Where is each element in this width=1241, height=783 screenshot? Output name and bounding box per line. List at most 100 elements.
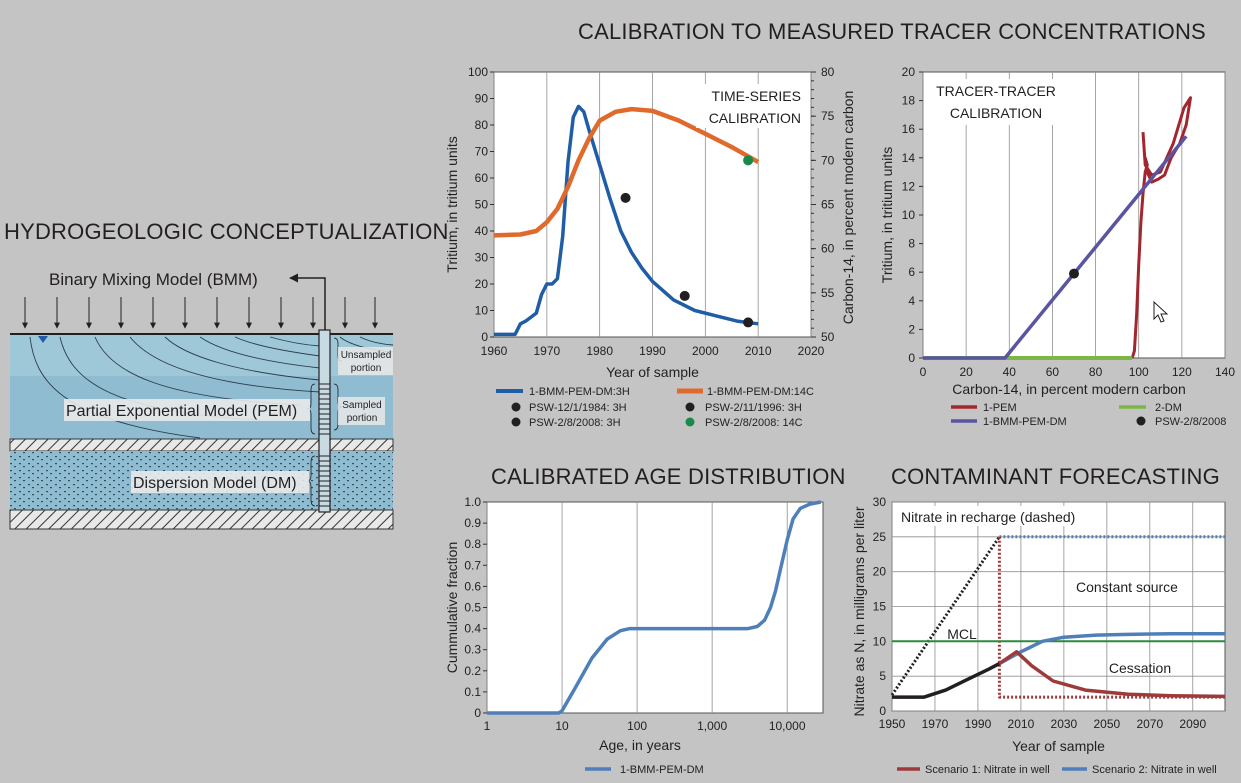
age-ytick-label: 0.2: [464, 664, 481, 678]
tt-xlabel: Carbon-14, in percent modern carbon: [952, 381, 1185, 397]
ts-legend-marker: [511, 402, 521, 412]
tt-annotation-line1: TRACER-TRACER: [936, 83, 1056, 99]
ts-ytick-label: 0: [481, 330, 488, 344]
fc-xtick-label: 2030: [1051, 717, 1078, 731]
age-ytick-label: 0: [474, 706, 481, 720]
ts-ytick-label: 10: [475, 304, 489, 318]
fc-ylabel: Nitrate as N, in milligrams per liter: [851, 506, 867, 716]
fc-legend-label: Scenario 2: Nitrate in well: [1092, 764, 1217, 776]
ts-legend-marker: [685, 402, 695, 412]
tt-ytick-label: 18: [902, 94, 916, 108]
ts-xlabel: Year of sample: [606, 364, 699, 380]
fc-annotation: Nitrate in recharge (dashed): [901, 509, 1075, 525]
ts-sample-point: [620, 192, 631, 203]
tt-xtick-label: 0: [920, 365, 927, 379]
tt-xtick-label: 20: [959, 365, 973, 379]
ts-y2tick-label: 70: [821, 153, 835, 167]
tt-legend-label: 2-DM: [1155, 402, 1182, 414]
age-xlabel: Age, in years: [599, 737, 681, 753]
tt-ytick-label: 10: [902, 208, 916, 222]
fc-ytick-label: 25: [873, 530, 887, 544]
ts-y2tick-label: 55: [821, 286, 835, 300]
ts-xtick-label: 1970: [533, 344, 560, 358]
tt-legend-label: 1-PEM: [983, 402, 1017, 414]
tt-series-pem: [1130, 96, 1192, 359]
ts-xtick-label: 1980: [586, 344, 613, 358]
age-ytick-label: 0.7: [464, 558, 481, 572]
ts-xtick-label: 2000: [692, 344, 719, 358]
ts-legend-marker: [511, 417, 521, 427]
fc-xtick-label: 2010: [1008, 717, 1035, 731]
tt-ytick-label: 12: [902, 179, 916, 193]
ts-ytick-label: 50: [475, 198, 489, 212]
ts-sample-point: [743, 317, 754, 328]
fc-xtick-label: 1970: [922, 717, 949, 731]
fc-ytick-label: 20: [873, 565, 887, 579]
ts-xtick-label: 1960: [481, 344, 508, 358]
header-contaminant-forecasting: CONTAMINANT FORECASTING: [891, 464, 1220, 489]
age-ylabel: Cummulative fraction: [444, 542, 460, 674]
ts-ytick-label: 100: [468, 65, 488, 79]
fc-label-constant: Constant source: [1076, 579, 1178, 595]
ts-legend-label: 1-BMM-PEM-DM:14C: [707, 386, 814, 398]
fc-label-cessation: Cessation: [1109, 660, 1171, 676]
fc-ytick-label: 0: [879, 704, 886, 718]
ts-sample-point: [743, 155, 754, 166]
ts-xtick-label: 2010: [745, 344, 772, 358]
ts-legend-label: PSW-2/8/2008: 14C: [705, 417, 803, 429]
ts-legend-label: PSW-12/1/1984: 3H: [529, 402, 627, 414]
ts-annotation-line2: CALIBRATION: [709, 110, 801, 126]
tt-xtick-label: 100: [1129, 365, 1149, 379]
age-ytick-label: 0.8: [464, 537, 481, 551]
tt-annotation-bg: [928, 79, 1064, 125]
tt-annotation-line2: CALIBRATION: [950, 105, 1042, 121]
ts-ylabel: Tritium, in tritium units: [444, 136, 460, 272]
tt-legend-label: PSW-2/8/2008: [1155, 416, 1226, 428]
fc-legend-label: Scenario 1: Nitrate in well: [925, 764, 1050, 776]
ts-xtick-label: 2020: [798, 344, 825, 358]
fc-xtick-label: 1990: [965, 717, 992, 731]
fc-ytick-label: 5: [879, 669, 886, 683]
fc-historic-well: [892, 662, 1001, 699]
fc-scenario2-line: [998, 631, 1225, 666]
age-xtick-label: 1,000: [697, 719, 727, 733]
tt-series-bmm-pem-dm: [923, 135, 1188, 360]
tt-xtick-label: 60: [1046, 365, 1060, 379]
ts-series-tritium: [494, 104, 759, 337]
ts-y2tick-label: 80: [821, 65, 835, 79]
ts-y2tick-label: 60: [821, 242, 835, 256]
ts-annotation-line1: TIME-SERIES: [712, 88, 801, 104]
tt-ytick-label: 14: [902, 151, 916, 165]
fc-xlabel: Year of sample: [1012, 738, 1105, 754]
age-ytick-label: 0.4: [464, 622, 481, 636]
fc-xtick-label: 2090: [1179, 717, 1206, 731]
age-xtick-label: 1: [484, 719, 491, 733]
ts-annotation-bg: [696, 84, 806, 128]
tt-ytick-label: 20: [902, 65, 916, 79]
ts-ytick-label: 70: [475, 145, 489, 159]
ts-ytick-label: 90: [475, 92, 489, 106]
tt-ytick-label: 6: [908, 265, 915, 279]
tt-ytick-label: 4: [908, 294, 915, 308]
ts-ytick-label: 40: [475, 224, 489, 238]
tt-ytick-label: 2: [908, 322, 915, 336]
tt-xtick-label: 40: [1003, 365, 1017, 379]
fc-recharge-cessation: [997, 536, 1225, 699]
ts-y2label: Carbon-14, in percent modern carbon: [840, 91, 856, 324]
age-series-cdf: [487, 500, 822, 715]
ts-y2tick-label: 50: [821, 330, 835, 344]
fc-xtick-label: 1950: [879, 717, 906, 731]
age-xtick-label: 10,000: [769, 719, 806, 733]
age-xtick-label: 10: [555, 719, 569, 733]
ts-legend-label: 1-BMM-PEM-DM:3H: [529, 386, 630, 398]
ts-ytick-label: 60: [475, 171, 489, 185]
age-ytick-label: 0.9: [464, 516, 481, 530]
fc-ytick-label: 10: [873, 634, 887, 648]
tt-legend-marker: [1136, 416, 1146, 426]
fc-ytick-label: 15: [873, 600, 887, 614]
age-legend-label: 1-BMM-PEM-DM: [620, 764, 704, 776]
ts-ytick-label: 30: [475, 251, 489, 265]
header-age-distribution: CALIBRATED AGE DISTRIBUTION: [491, 464, 846, 489]
ts-y2tick-label: 75: [821, 109, 835, 123]
fc-xtick-label: 2070: [1136, 717, 1163, 731]
